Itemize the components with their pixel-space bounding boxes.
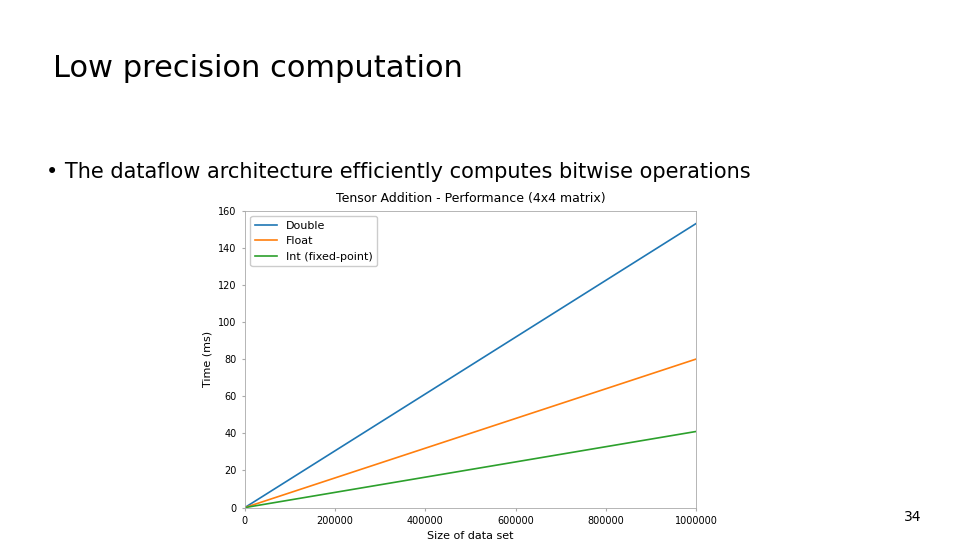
- Line: Float: Float: [245, 359, 696, 508]
- Float: [239, 504, 251, 511]
- Double: [453, 369, 465, 376]
- Double: [680, 227, 691, 234]
- Title: Tensor Addition - Performance (4x4 matrix): Tensor Addition - Performance (4x4 matri…: [336, 192, 605, 205]
- Text: Low precision computation: Low precision computation: [53, 54, 463, 83]
- Float: [508, 416, 519, 422]
- Float: [453, 434, 465, 440]
- Double: [508, 335, 519, 342]
- Float: [483, 424, 494, 430]
- Int (fixed-point): [456, 468, 468, 474]
- Int (fixed-point): [453, 468, 465, 475]
- Float: [456, 433, 468, 440]
- Int (fixed-point): [609, 442, 620, 448]
- Float: [680, 360, 691, 366]
- Int (fixed-point): [680, 430, 691, 436]
- Double: [483, 350, 494, 357]
- Double: [609, 272, 620, 278]
- Text: • The dataflow architecture efficiently computes bitwise operations: • The dataflow architecture efficiently …: [46, 162, 751, 182]
- Int (fixed-point): [239, 504, 251, 511]
- Double: [456, 368, 468, 374]
- Line: Double: Double: [245, 224, 696, 508]
- Double: [690, 220, 702, 227]
- Int (fixed-point): [483, 463, 494, 470]
- Text: 34: 34: [904, 510, 922, 524]
- Y-axis label: Time (ms): Time (ms): [203, 331, 212, 387]
- Int (fixed-point): [508, 459, 519, 465]
- Legend: Double, Float, Int (fixed-point): Double, Float, Int (fixed-point): [251, 216, 377, 266]
- Line: Int (fixed-point): Int (fixed-point): [245, 431, 696, 508]
- Float: [609, 383, 620, 389]
- X-axis label: Size of data set: Size of data set: [427, 531, 514, 540]
- Int (fixed-point): [690, 428, 702, 435]
- Double: [239, 504, 251, 511]
- Float: [690, 356, 702, 362]
